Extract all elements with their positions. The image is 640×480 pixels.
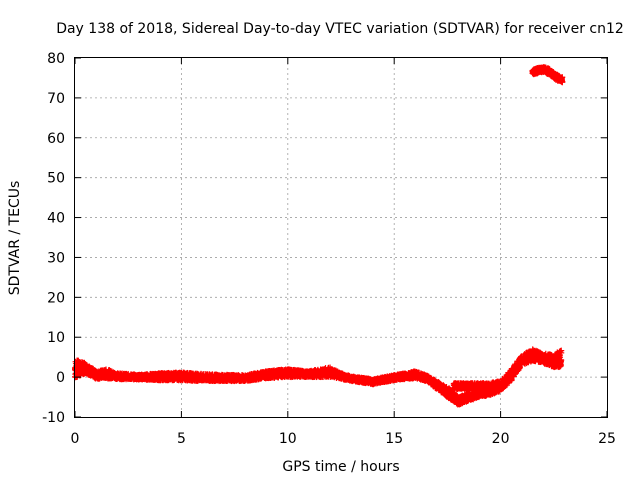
data-series-cn12 — [72, 64, 566, 408]
chart-title: Day 138 of 2018, Sidereal Day-to-day VTE… — [56, 21, 624, 37]
